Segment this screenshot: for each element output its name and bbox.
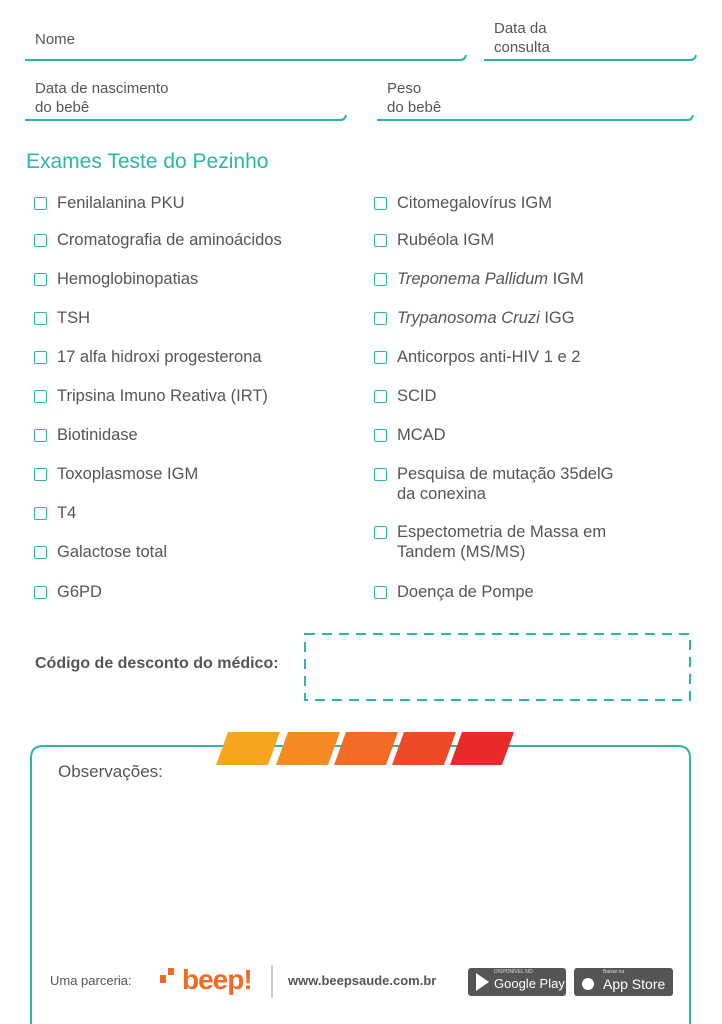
exam-text: Doença de Pompe <box>397 583 534 601</box>
exam-text: Tripsina Imuno Reativa (IRT) <box>57 387 268 405</box>
exam-text: Biotinidase <box>57 426 138 444</box>
exam-text: Pesquisa de mutação 35delG <box>397 465 614 483</box>
exam-item: Anticorpos anti-HIV 1 e 2 <box>397 347 580 367</box>
checkbox[interactable] <box>374 351 387 364</box>
app-store-badge[interactable] <box>574 968 673 996</box>
underline <box>377 114 694 121</box>
logo-cross <box>160 968 174 983</box>
exam-text: da conexina <box>397 485 486 503</box>
exam-text: 17 alfa hidroxi progesterona <box>57 348 262 366</box>
checkbox[interactable] <box>374 312 387 325</box>
checkbox[interactable] <box>34 429 47 442</box>
checkbox[interactable] <box>34 197 47 210</box>
checkbox[interactable] <box>34 312 47 325</box>
underline <box>484 54 697 61</box>
checkbox[interactable] <box>34 234 47 247</box>
badge-small: Baixar na <box>603 969 625 975</box>
observations-label: Observações: <box>58 762 163 781</box>
exam-item: Citomegalovírus IGM <box>397 193 552 213</box>
exam-item: Doença de Pompe <box>397 582 534 602</box>
exam-text: Espectometria de Massa em <box>397 523 607 541</box>
underline <box>25 114 347 121</box>
url[interactable]: www.beepsaude.com.br <box>288 973 437 988</box>
exam-text: Citomegalovírus IGM <box>397 194 552 212</box>
exam-text: Toxoplasmose IGM <box>57 465 199 483</box>
exam-item: Trypanosoma Cruzi IGG <box>397 308 575 328</box>
badge-big: App Store <box>603 976 666 992</box>
exam-item: Tripsina Imuno Reativa (IRT) <box>57 386 268 406</box>
stripe <box>276 732 340 765</box>
exam-text: SCID <box>397 387 437 405</box>
exam-item: 17 alfa hidroxi progesterona <box>57 347 262 367</box>
exam-item: TSH <box>57 308 90 328</box>
exam-italic: Trypanosoma Cruzi <box>397 309 540 327</box>
exam-text: Galactose total <box>57 543 168 561</box>
apple-icon <box>582 978 594 990</box>
exam-item: MCAD <box>397 425 446 445</box>
stripe <box>450 732 514 765</box>
exam-item: G6PD <box>57 582 102 602</box>
checkbox[interactable] <box>374 429 387 442</box>
play-icon <box>476 973 489 991</box>
field-label: Data da consulta <box>494 20 550 56</box>
checkbox[interactable] <box>374 586 387 599</box>
exam-item: Biotinidase <box>57 425 138 445</box>
checkbox[interactable] <box>34 507 47 520</box>
partner-label: Uma parceria: <box>50 973 132 988</box>
badge-small: DISPONÍVEL NO <box>494 969 533 975</box>
exam-item: T4 <box>57 503 76 523</box>
checkbox[interactable] <box>374 526 387 539</box>
exam-item: Espectometria de Massa em Tandem (MS/MS) <box>397 522 606 562</box>
exam-text: Rubéola IGM <box>397 231 495 249</box>
underline <box>25 54 467 61</box>
logo: beep! <box>182 964 253 995</box>
checkbox[interactable] <box>374 468 387 481</box>
section-title: Exames Teste do Pezinho <box>26 150 269 173</box>
exam-item: Galactose total <box>57 542 167 562</box>
checkbox[interactable] <box>34 351 47 364</box>
badge-big: Google Play <box>494 976 565 991</box>
field-label: Nome <box>35 31 76 48</box>
exam-item: Rubéola IGM <box>397 230 494 250</box>
exam-text: T4 <box>57 504 77 522</box>
exam-text: TSH <box>57 309 90 327</box>
exam-text: Cromatografia de aminoácidos <box>57 231 282 249</box>
exam-item: Pesquisa de mutação 35delG da conexina <box>397 464 613 504</box>
checkbox[interactable] <box>374 273 387 286</box>
exam-item: Cromatografia de aminoácidos <box>57 230 282 250</box>
google-play-badge[interactable] <box>468 968 566 996</box>
checkbox[interactable] <box>34 390 47 403</box>
exam-item: Toxoplasmose IGM <box>57 464 198 484</box>
exam-text: IGM <box>552 270 584 288</box>
checkbox[interactable] <box>374 197 387 210</box>
discount-label: Código de desconto do médico: <box>35 655 279 672</box>
checkbox[interactable] <box>374 234 387 247</box>
field-label: Data de nascimento do bebê <box>35 80 169 116</box>
checkbox[interactable] <box>34 586 47 599</box>
field-label: Peso do bebê <box>387 80 442 116</box>
exam-item: SCID <box>397 386 436 406</box>
checkbox[interactable] <box>374 390 387 403</box>
checkbox[interactable] <box>34 468 47 481</box>
checkbox[interactable] <box>34 546 47 559</box>
checkbox[interactable] <box>34 273 47 286</box>
discount-box <box>304 633 691 701</box>
exam-text: Fenilalanina PKU <box>57 194 185 212</box>
exam-text: IGG <box>544 309 575 327</box>
exam-italic: Treponema Pallidum <box>397 270 549 288</box>
exam-text: Hemoglobinopatias <box>57 270 199 288</box>
stripe <box>392 732 456 765</box>
exam-item: Hemoglobinopatias <box>57 269 198 289</box>
exam-text: Anticorpos anti-HIV 1 e 2 <box>397 348 581 366</box>
exam-text: MCAD <box>397 426 446 444</box>
stripe <box>216 732 280 765</box>
exam-item: Fenilalanina PKU <box>57 193 185 213</box>
stripe <box>334 732 398 765</box>
exam-item: Treponema Pallidum IGM <box>397 269 584 289</box>
exam-text: G6PD <box>57 583 102 601</box>
exam-text: Tandem (MS/MS) <box>397 543 526 561</box>
